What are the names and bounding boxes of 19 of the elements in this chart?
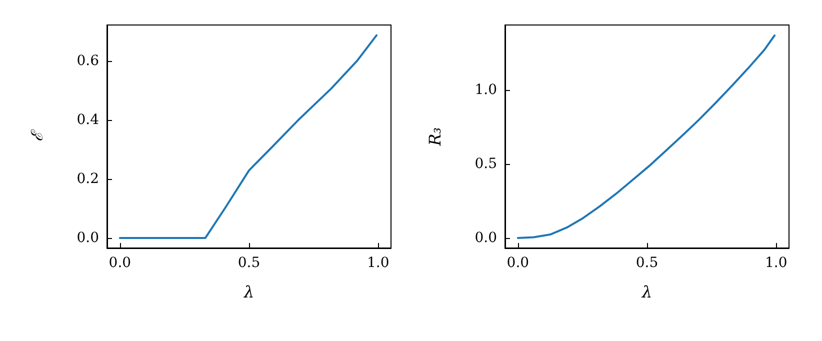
x-tick-label: 0.0 [108, 255, 132, 271]
x-tick-label: 0.5 [238, 255, 260, 271]
y-tick-label: 0.5 [474, 156, 497, 172]
y-axis-title: ℰ [28, 128, 46, 142]
y-axis-title: R₃ [426, 127, 444, 147]
y-tick-label: 0.0 [474, 230, 497, 246]
x-tick-label: 0.5 [636, 255, 658, 271]
y-tick-label: 0.6 [76, 52, 100, 69]
x-tick-label: 1.0 [764, 255, 788, 271]
y-tick-label: 0.0 [76, 230, 99, 246]
x-tick-label: 0.0 [506, 255, 530, 271]
y-tick-label: 0.2 [76, 170, 99, 187]
line-series [516, 34, 776, 239]
x-axis-title: λ [640, 282, 652, 302]
line-series [118, 34, 378, 239]
x-axis-title: λ [242, 282, 254, 302]
x-tick-label: 1.0 [366, 255, 390, 271]
y-tick-label: 1.0 [474, 82, 497, 98]
y-tick-label: 0.4 [76, 112, 100, 128]
